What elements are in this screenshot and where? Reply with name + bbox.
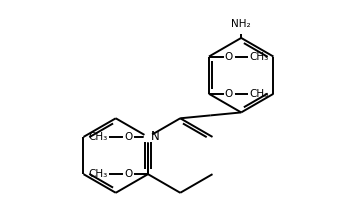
Text: CH₃: CH₃ bbox=[249, 52, 268, 62]
Text: O: O bbox=[224, 89, 233, 99]
Text: CH₃: CH₃ bbox=[88, 169, 108, 179]
Text: CH₃: CH₃ bbox=[88, 132, 108, 142]
Text: O: O bbox=[124, 169, 132, 179]
Text: CH₃: CH₃ bbox=[249, 89, 268, 99]
Text: O: O bbox=[124, 132, 132, 142]
Text: NH₂: NH₂ bbox=[232, 19, 251, 29]
Text: O: O bbox=[224, 52, 233, 62]
Text: N: N bbox=[151, 130, 160, 143]
